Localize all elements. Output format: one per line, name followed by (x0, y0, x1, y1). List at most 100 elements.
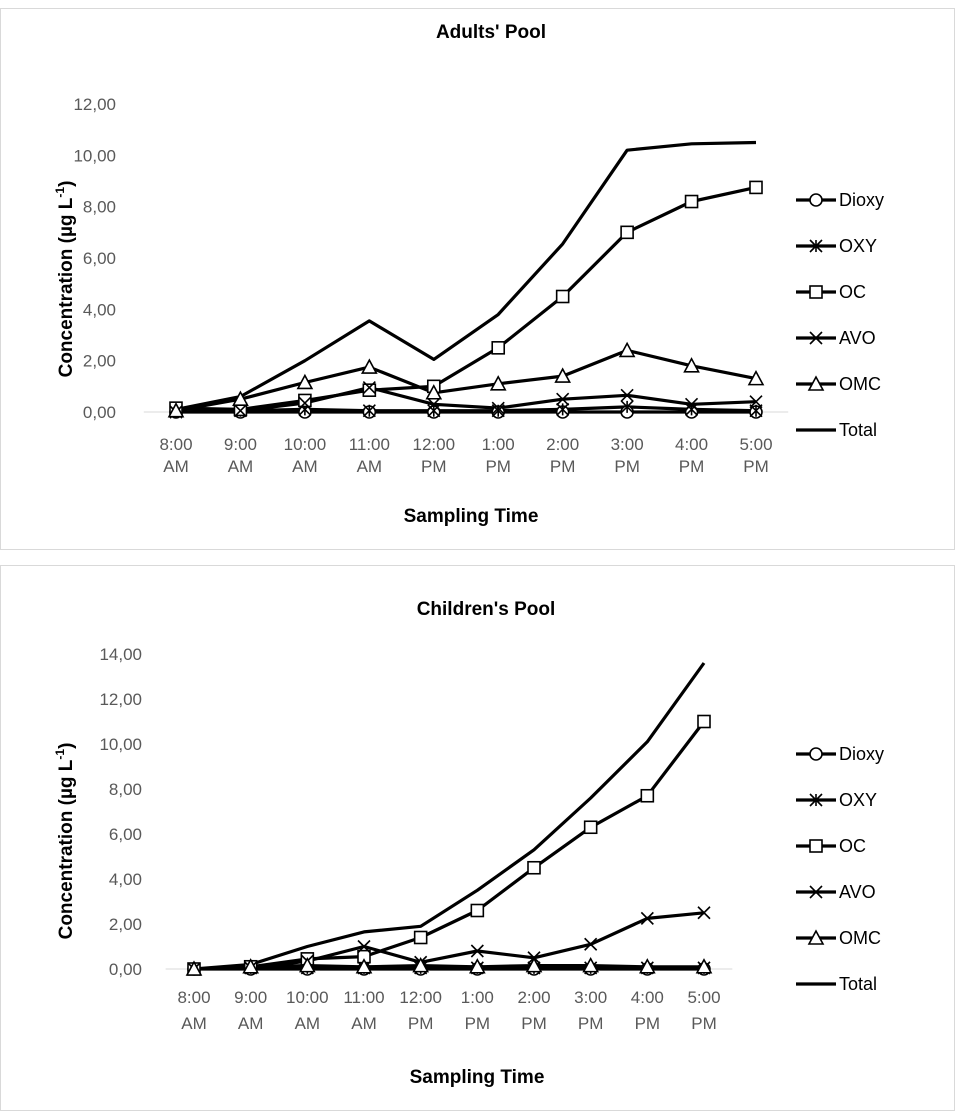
legend-item-dioxy: Dioxy (796, 190, 884, 210)
legend-marker (809, 793, 823, 807)
data-point-oc (697, 714, 711, 729)
y-tick-label: 0,00 (109, 960, 142, 979)
y-tick-label: 8,00 (83, 198, 116, 217)
plot-area (185, 662, 713, 976)
legend-item-dioxy: Dioxy (796, 744, 884, 764)
data-point-oc (555, 289, 570, 304)
legend-marker (809, 885, 823, 899)
data-point-omc (489, 375, 507, 391)
data-point-omc (185, 960, 203, 976)
chart-title: Adults' Pool (436, 22, 546, 43)
data-point-omc (360, 358, 378, 374)
series-line-avo (175, 386, 757, 414)
legend-marker (809, 239, 823, 253)
legend-marker (809, 285, 823, 299)
data-point-oc (491, 341, 506, 355)
y-tick-label: 8,00 (109, 780, 142, 799)
legend-item-oxy: OXY (796, 790, 877, 810)
data-point-oc (640, 788, 655, 803)
data-point-avo (556, 392, 570, 406)
x-tick-label: 5:00 (739, 435, 772, 454)
x-tick-label: 8:00 (177, 988, 210, 1007)
legend-label: OXY (839, 790, 877, 810)
data-point-omc (554, 367, 572, 383)
series-line-total (193, 662, 706, 971)
data-point-oxy (427, 404, 441, 418)
x-tick-label: PM (408, 1014, 434, 1033)
x-tick-label: PM (550, 457, 576, 476)
x-tick-label: PM (635, 1014, 661, 1033)
x-tick-label: 4:00 (675, 435, 708, 454)
data-point-omc (638, 958, 656, 974)
x-tick-label: PM (679, 457, 705, 476)
x-tick-label: PM (743, 457, 769, 476)
x-tick-label: PM (421, 457, 447, 476)
legend-marker (809, 331, 823, 345)
legend-label: OC (839, 836, 866, 856)
data-point-oxy (491, 404, 505, 418)
x-tick-label: PM (465, 1014, 491, 1033)
data-point-oc (413, 930, 428, 945)
data-point-oxy (620, 400, 634, 414)
x-tick-label: AM (163, 457, 189, 476)
y-tick-label: 12,00 (73, 95, 116, 114)
y-tick-label: 10,00 (99, 735, 142, 754)
y-tick-labels: 0,00 2,00 4,00 6,00 8,00 10,00 12,00 14,00 (99, 645, 142, 979)
data-point-avo (298, 396, 312, 410)
legend-label: Dioxy (839, 190, 884, 210)
x-tick-label: 9:00 (224, 435, 257, 454)
legend-marker (807, 929, 825, 945)
y-tick-label: 6,00 (83, 249, 116, 268)
y-axis-title: Concentration (µg L-1) (53, 181, 77, 378)
x-tick-label: PM (691, 1014, 717, 1033)
legend: Dioxy OXY OC AVO OMC Total (796, 744, 884, 994)
x-tick-label: PM (578, 1014, 604, 1033)
data-point-avo (684, 397, 699, 411)
series-line-oc (175, 185, 757, 411)
x-axis-title: Sampling Time (410, 1067, 545, 1088)
data-point-avo (233, 404, 248, 418)
data-point-oc (620, 225, 634, 240)
y-tick-label: 10,00 (73, 146, 116, 165)
x-tick-label: AM (295, 1014, 321, 1033)
x-tick-labels: 8:00 AM 9:00 AM 10:00 AM 11:00 AM 12:00 PM 1:00 PM 2… (177, 988, 720, 1033)
legend-item-oc: OC (796, 836, 866, 856)
data-point-avo (357, 939, 371, 954)
data-point-avo (362, 381, 376, 395)
data-point-omc (412, 956, 430, 973)
x-tick-label: 9:00 (234, 988, 267, 1007)
y-tick-label: 6,00 (109, 825, 142, 844)
x-tick-label: PM (614, 457, 640, 476)
x-tick-label: 3:00 (611, 435, 644, 454)
data-point-omc (232, 390, 249, 406)
data-point-oc (362, 383, 377, 397)
legend-label: OXY (839, 236, 877, 256)
data-point-avo (749, 395, 763, 409)
data-point-avo (427, 397, 441, 411)
plot-area (167, 140, 765, 419)
x-tick-label: 11:00 (343, 988, 384, 1007)
x-tick-label: 8:00 (159, 435, 192, 454)
series-line-total (175, 140, 757, 411)
series-line-omc (193, 964, 704, 971)
legend-label: OC (839, 282, 866, 302)
x-tick-label: 3:00 (574, 988, 607, 1007)
y-tick-labels: 0,00 2,00 4,00 6,00 8,00 10,00 12,00 (73, 95, 116, 422)
chart-title: Children's Pool (417, 599, 556, 620)
childrens-pool-chart-panel: Children's Pool Sampling Time Concentrat… (0, 565, 955, 1111)
y-tick-label: 0,00 (83, 403, 116, 422)
legend-marker (809, 747, 823, 761)
data-point-avo (584, 937, 598, 951)
legend-label: Dioxy (839, 744, 884, 764)
y-tick-label: 12,00 (99, 690, 142, 709)
data-point-omc (683, 357, 700, 373)
legend-item-oxy: OXY (796, 236, 877, 256)
data-point-omc (695, 958, 713, 974)
data-point-avo (620, 388, 634, 402)
x-tick-label: PM (485, 457, 511, 476)
legend-marker (809, 839, 823, 853)
legend-label: OMC (839, 928, 881, 948)
data-point-avo (491, 401, 505, 415)
data-point-omc (296, 373, 314, 390)
data-point-oc (470, 903, 485, 918)
